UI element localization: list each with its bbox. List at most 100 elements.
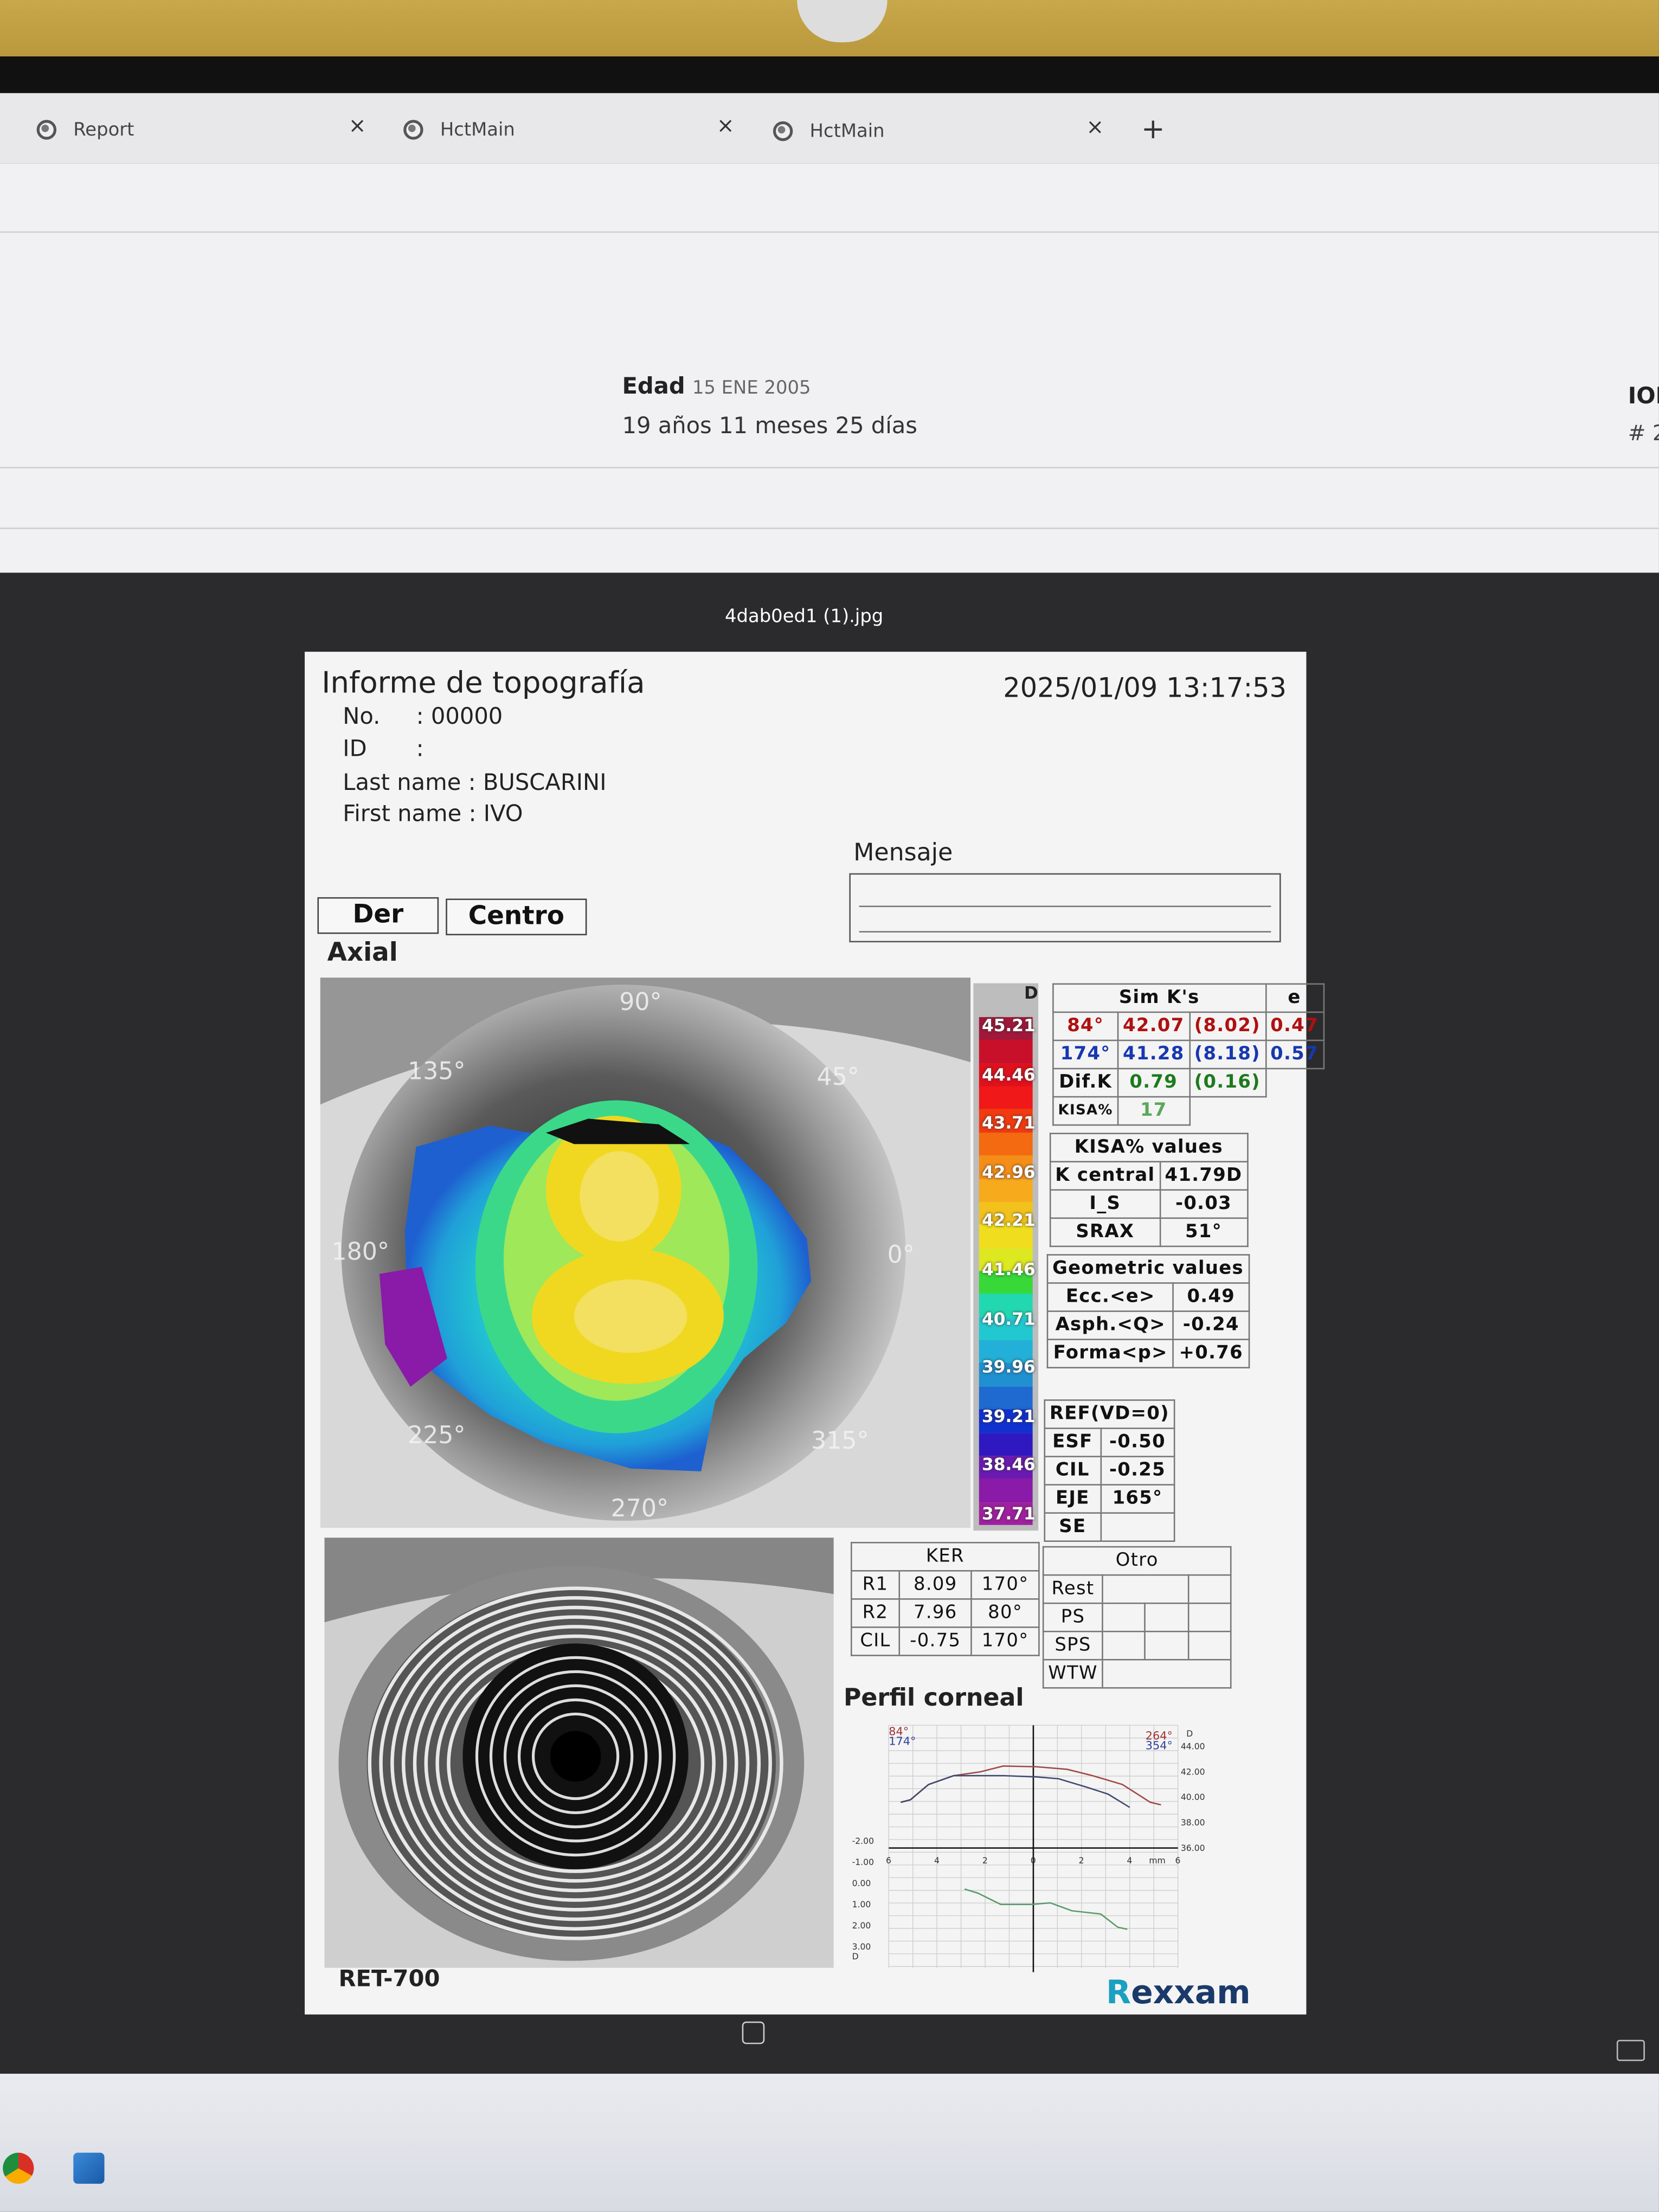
ker-header: KER: [851, 1541, 1040, 1572]
patient-page: Edad 15 ENE 2005 19 años 11 meses 25 día…: [0, 163, 1659, 573]
close-tab-icon[interactable]: ×: [348, 113, 366, 138]
colorbar-band: [979, 1155, 1033, 1180]
x-tick-label: 2: [1079, 1856, 1084, 1866]
field-no: No.: 00000: [343, 702, 503, 730]
close-tab-icon[interactable]: ×: [1086, 114, 1104, 140]
x-tick-label: 6: [1175, 1856, 1180, 1866]
browser-tab-bar: Report × HctMain × HctMain × +: [0, 93, 1659, 164]
window-icon[interactable]: [1616, 2040, 1645, 2061]
colorbar-band: [979, 1340, 1033, 1364]
colorbar-band: [979, 1017, 1033, 1041]
taskbar: [0, 2073, 1659, 2212]
kisa-values-header: KISA% values: [1049, 1133, 1248, 1163]
right-number: # 2: [1628, 420, 1659, 446]
eye-button[interactable]: Der: [317, 897, 439, 934]
colorbar-band: [979, 1063, 1033, 1088]
colorbar-band: [979, 1294, 1033, 1318]
colorbar-band: [979, 1225, 1033, 1249]
placido-ring: [379, 1596, 772, 1931]
geometric-header: Geometric values: [1046, 1254, 1250, 1284]
refraction-table: REF(VD=0) ESF -0.50 CIL -0.25 EJE 165° SE: [1044, 1399, 1175, 1542]
colorbar-band: [979, 1040, 1033, 1064]
colorbar-unit: D: [1024, 983, 1038, 1004]
close-tab-icon[interactable]: ×: [716, 113, 735, 138]
angle-label: 225°: [408, 1422, 466, 1449]
map-angle-labels: 90° 45° 0° 315° 270° 225° 180° 135°: [331, 988, 914, 1522]
e-header: e: [1264, 983, 1324, 1013]
colorbar-band: [979, 1271, 1033, 1295]
profile-line: [901, 1765, 1161, 1806]
tab-hctmain-2[interactable]: HctMain: [773, 112, 885, 151]
report-title: Informe de topografía: [321, 666, 645, 700]
report-datetime: 2025/01/09 13:17:53: [1003, 673, 1287, 704]
placido-ring: [413, 1625, 738, 1902]
sim-k-header: Sim K's: [1052, 983, 1266, 1013]
colorbar-label: 41.46: [981, 1259, 1036, 1280]
colorbar-label: 39.21: [981, 1406, 1036, 1426]
lower-y-tick-label: 1.00: [852, 1900, 871, 1909]
colorbar-band: [979, 1248, 1033, 1272]
colorbar-band: [979, 1201, 1033, 1226]
tab-report[interactable]: Report: [36, 110, 134, 150]
placido-ring: [401, 1615, 750, 1912]
colorbar-band: [979, 1478, 1033, 1503]
angle-label: 135°: [408, 1058, 466, 1085]
ref-header: REF(VD=0): [1044, 1399, 1175, 1429]
globe-icon: [773, 121, 793, 142]
series-label-left: 84°: [889, 1725, 909, 1738]
x-tick-label: 4: [934, 1856, 940, 1866]
difference-line: [964, 1888, 1128, 1930]
colorbar-band: [979, 1086, 1033, 1110]
x-unit-label: mm: [1149, 1856, 1165, 1866]
field-first-name: First name : IVO: [343, 800, 523, 827]
difk-k: 0.79: [1117, 1068, 1190, 1098]
corneal-profile-chart: 6 4 2 0 2 4 6 mm 44.00 42.00 40.00 38.00 36.00 D -2.00…: [852, 1725, 1205, 1972]
colorbar-band: [979, 1409, 1033, 1433]
simk-axis: 84°: [1052, 1011, 1119, 1041]
colorbar-label: 38.46: [981, 1455, 1036, 1475]
otro-table: Otro Rest PS SPS WTW: [1042, 1546, 1232, 1689]
otro-header: Otro: [1042, 1546, 1232, 1576]
message-label: Mensaje: [853, 839, 953, 868]
colorbar-label: 43.71: [981, 1113, 1036, 1133]
colorbar-band: [979, 1363, 1033, 1387]
upper-y-tick-label: 44.00: [1181, 1741, 1205, 1751]
simk-k: 42.07: [1117, 1011, 1190, 1041]
colorbar-label: 44.46: [981, 1064, 1036, 1084]
screenshot-icon[interactable]: [742, 2021, 765, 2044]
simk-e: 0.57: [1264, 1039, 1324, 1070]
globe-icon: [403, 120, 423, 140]
colorbar-label: 37.71: [981, 1503, 1036, 1524]
field-id: ID:: [343, 735, 424, 762]
lower-y-unit: D: [852, 1952, 859, 1962]
difk-r: (0.16): [1188, 1068, 1266, 1098]
placido-ring: [368, 1586, 783, 1940]
tab-hctmain[interactable]: HctMain: [403, 110, 515, 150]
lower-y-tick-label: 0.00: [852, 1879, 871, 1888]
upper-y-tick-label: 42.00: [1181, 1767, 1205, 1777]
colorbar-band: [979, 1317, 1033, 1341]
right-label: IOI: [1628, 382, 1659, 409]
x-tick-label: 6: [886, 1856, 891, 1866]
x-tick-label: 4: [1127, 1856, 1133, 1866]
x-tick-label: 0: [1031, 1856, 1036, 1866]
app-icon[interactable]: [73, 2152, 105, 2184]
sim-k-table: Sim K's e 84° 42.07 (8.02) 0.47 174° 41.28 (8.…: [1052, 983, 1324, 1126]
angle-label: 180°: [331, 1238, 389, 1266]
message-box: [849, 873, 1281, 943]
date-of-birth: 15 ENE 2005: [692, 378, 811, 400]
new-tab-button[interactable]: +: [1141, 111, 1165, 146]
globe-icon: [36, 120, 57, 140]
profile-line: [901, 1774, 1130, 1808]
geometric-values-table: Geometric values Ecc.<e> 0.49 Asph.<Q> -0.…: [1046, 1254, 1250, 1368]
mode-button[interactable]: Centro: [446, 898, 587, 936]
colorbar-label: 42.96: [981, 1162, 1036, 1182]
tab-label: HctMain: [440, 119, 515, 140]
colorbar-label: 42.21: [981, 1211, 1036, 1231]
colorbar-label: 40.71: [981, 1308, 1036, 1329]
simk-r: (8.18): [1188, 1039, 1266, 1070]
chrome-icon[interactable]: [3, 2152, 34, 2184]
simk-e: 0.47: [1264, 1011, 1324, 1041]
colorbar-band: [979, 1456, 1033, 1480]
